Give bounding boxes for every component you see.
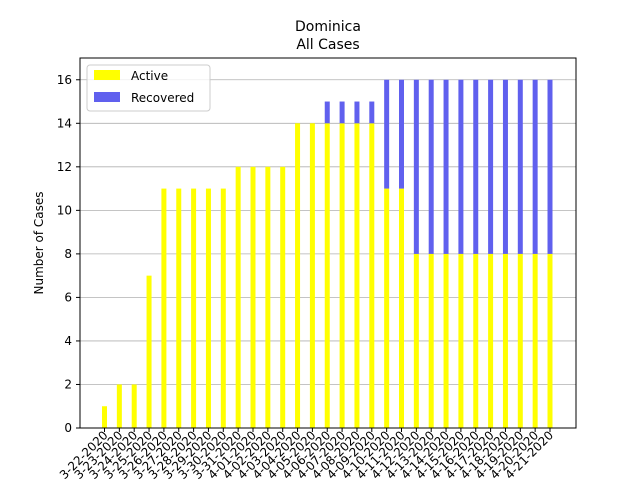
bar-active [176, 188, 182, 428]
bar-active [502, 253, 508, 428]
y-tick-label: 8 [64, 247, 72, 261]
bar-active [295, 123, 301, 428]
bar-active [161, 188, 167, 428]
bar-recovered [369, 101, 375, 124]
bar-recovered [532, 79, 538, 254]
y-tick-label: 14 [57, 116, 72, 130]
bars [102, 79, 553, 428]
bar-active [205, 188, 211, 428]
legend-swatch-recovered [94, 92, 120, 102]
legend-label-active: Active [131, 69, 168, 83]
bar-recovered [517, 79, 523, 254]
bar-active [191, 188, 197, 428]
bar-recovered [443, 79, 449, 254]
bar-recovered [339, 101, 345, 124]
x-axis: 3-22-20203-23-20203-24-20203-25-20203-26… [57, 428, 556, 480]
bar-active [265, 166, 271, 428]
bar-recovered [399, 79, 404, 189]
y-tick-label: 12 [57, 160, 72, 174]
bar-active [102, 406, 107, 428]
bar-recovered [502, 79, 508, 254]
y-tick-label: 10 [57, 203, 72, 217]
bar-active [146, 275, 152, 428]
bar-recovered [488, 79, 494, 254]
bar-recovered [547, 79, 553, 254]
y-tick-label: 0 [64, 421, 72, 435]
plot-frame [79, 57, 577, 429]
chart-subtitle: All Cases [296, 37, 359, 53]
bar-active [458, 253, 464, 428]
bar-active [309, 123, 315, 428]
legend-label-recovered: Recovered [131, 91, 194, 105]
bar-recovered [428, 79, 434, 254]
y-tick-label: 6 [64, 290, 72, 304]
legend-swatch-active [94, 70, 120, 80]
y-tick-label: 4 [64, 334, 72, 348]
bar-active [547, 253, 553, 428]
bar-active [413, 253, 419, 428]
bar-active [116, 384, 122, 428]
bar-recovered [354, 101, 360, 124]
bar-recovered [324, 101, 330, 124]
bar-active [399, 188, 404, 428]
y-axis: 0 2 4 6 8 10 12 14 16 [57, 73, 80, 435]
bar-active [532, 253, 538, 428]
bar-active [324, 123, 330, 428]
bar-active [250, 166, 256, 428]
bar-active [428, 253, 434, 428]
bar-active [488, 253, 494, 428]
bar-active [369, 123, 375, 428]
bar-recovered [458, 79, 464, 254]
chart-title: Dominica [295, 19, 361, 35]
bar-active [473, 253, 479, 428]
bar-recovered [384, 79, 390, 189]
y-tick-label: 16 [57, 73, 72, 87]
bar-active [220, 188, 226, 428]
bar-active [384, 188, 390, 428]
legend: Active Recovered [86, 64, 211, 112]
bar-recovered [473, 79, 479, 254]
bar-active [339, 123, 345, 428]
bar-active [235, 166, 241, 428]
bar-recovered [413, 79, 419, 254]
y-axis-label: Number of Cases [32, 191, 46, 294]
bar-active [280, 166, 286, 428]
bar-active [443, 253, 449, 428]
y-tick-label: 2 [64, 377, 72, 391]
bar-active [354, 123, 360, 428]
bar-active [517, 253, 523, 428]
bar-active [131, 384, 137, 428]
